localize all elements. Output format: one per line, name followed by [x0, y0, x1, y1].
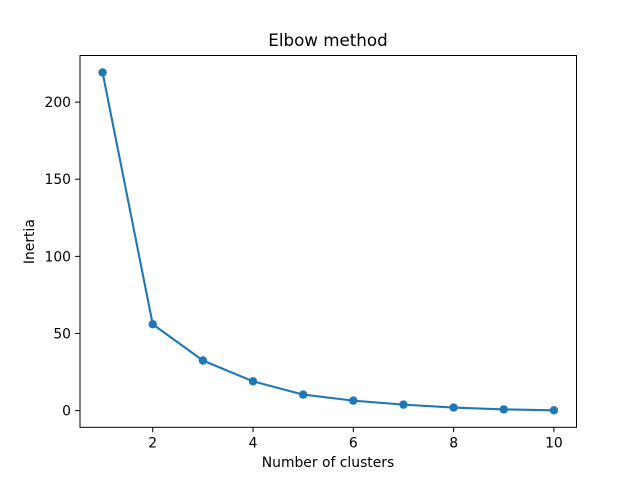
x-tick-label: 6 — [349, 435, 358, 451]
x-tick-label: 4 — [249, 435, 258, 451]
y-tick-label: 50 — [53, 326, 71, 342]
data-point-marker — [449, 403, 458, 412]
y-axis-label: Inertia — [22, 219, 38, 264]
data-point-marker — [248, 377, 258, 386]
y-tick-label: 150 — [44, 172, 71, 188]
data-point-marker — [298, 390, 308, 399]
data-point-marker — [499, 405, 508, 414]
x-tick-label: 2 — [148, 435, 157, 451]
chart-title: Elbow method — [268, 30, 387, 50]
axes-frame — [79, 55, 577, 428]
x-tick-label: 10 — [545, 435, 563, 451]
data-point-marker — [98, 68, 107, 77]
x-axis-label: Number of clusters — [262, 455, 395, 471]
data-point-marker — [148, 320, 157, 329]
y-tick-label: 100 — [44, 249, 71, 265]
data-point-marker — [198, 356, 208, 365]
data-point-marker — [549, 406, 559, 415]
data-point-marker — [349, 396, 358, 405]
y-tick-label: 200 — [44, 95, 71, 111]
data-line — [101, 72, 554, 412]
y-tick-label: 0 — [62, 404, 71, 420]
x-tick-label: 8 — [449, 435, 458, 451]
data-point-marker — [399, 400, 408, 409]
